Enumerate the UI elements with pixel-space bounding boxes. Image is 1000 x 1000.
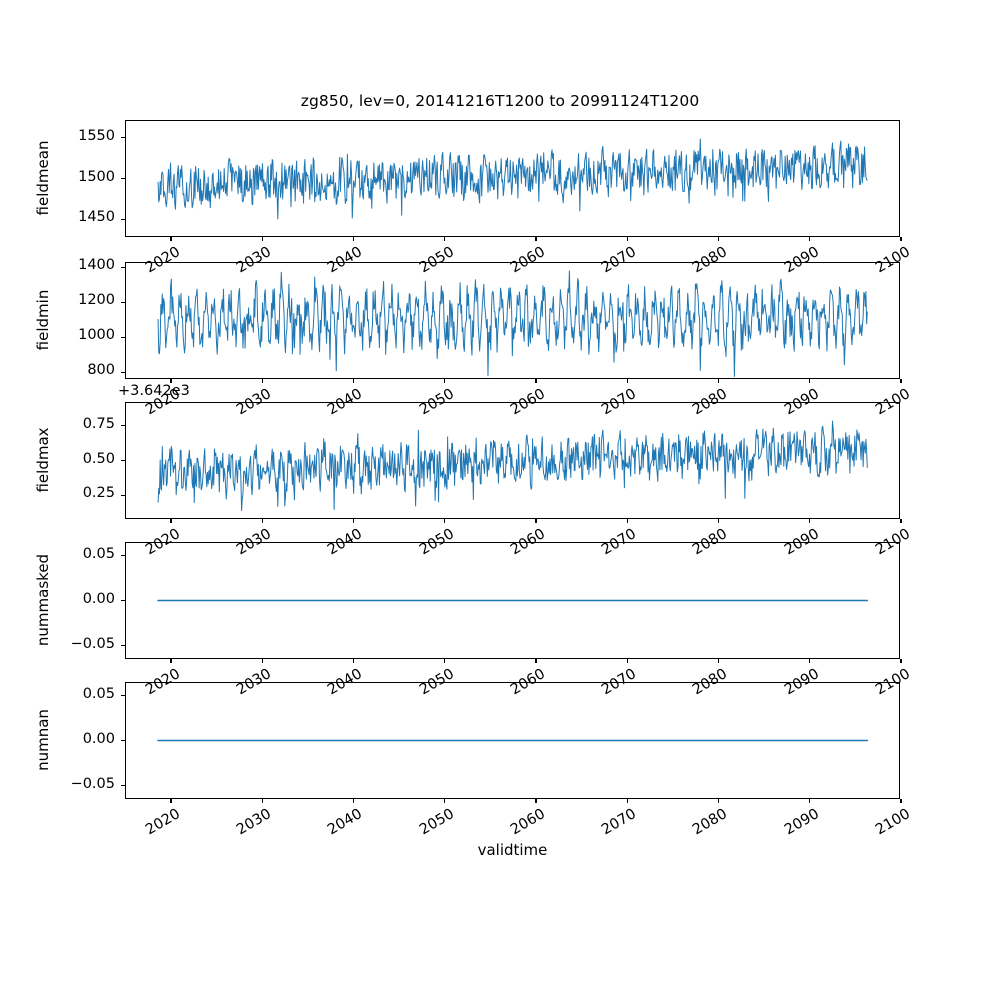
x-tick-mark	[352, 237, 355, 241]
y-tick-label: 0.05	[82, 685, 115, 702]
x-tick-mark	[170, 379, 172, 383]
x-tick-mark	[352, 659, 355, 663]
x-tick-mark	[352, 519, 355, 523]
x-tick-mark	[626, 237, 628, 241]
x-tick-mark	[444, 379, 446, 383]
x-tick-label: 2100	[872, 806, 913, 839]
x-tick-mark	[809, 519, 811, 523]
x-tick-label: 2050	[416, 806, 457, 839]
x-tick-mark	[809, 799, 811, 803]
x-tick-mark	[170, 519, 172, 523]
series-fieldmin	[158, 271, 867, 376]
x-tick-mark	[261, 659, 263, 663]
x-tick-mark	[900, 237, 902, 241]
x-tick-mark	[717, 237, 720, 241]
x-tick-mark	[444, 519, 446, 523]
x-tick-mark	[444, 237, 446, 241]
x-tick-mark	[261, 379, 263, 383]
x-tick-mark	[170, 659, 172, 663]
x-tick-mark	[717, 659, 720, 663]
subplot-fieldmax	[125, 402, 900, 519]
y-axis-label-fieldmean: fieldmean	[34, 140, 52, 215]
x-tick-mark	[535, 799, 537, 803]
subplot-nummasked	[125, 542, 900, 659]
y-tick-label: 1450	[78, 209, 115, 226]
subplot-fieldmin	[125, 262, 900, 379]
x-tick-mark	[717, 799, 720, 803]
x-tick-mark	[444, 799, 446, 803]
x-tick-mark	[535, 519, 537, 523]
y-axis-label-fieldmax: fieldmax	[34, 426, 52, 493]
y-tick-label: 1200	[78, 292, 115, 309]
x-tick-mark	[535, 237, 537, 241]
y-tick-label: 0.00	[82, 590, 115, 607]
x-tick-label: 2030	[234, 806, 275, 839]
series-fieldmax	[158, 421, 867, 510]
y-axis-label-nummasked: nummasked	[34, 553, 52, 646]
x-tick-mark	[626, 519, 628, 523]
y-tick-label: −0.05	[70, 775, 115, 792]
x-tick-mark	[900, 799, 902, 803]
y-axis-offset-text: +3.642e3	[118, 383, 190, 399]
x-tick-mark	[626, 659, 628, 663]
series-fieldmean	[158, 139, 867, 219]
x-tick-mark	[170, 237, 172, 241]
subplot-fieldmean	[125, 120, 900, 237]
x-tick-mark	[535, 379, 537, 383]
y-tick-label: 0.25	[82, 485, 115, 502]
x-tick-label: 2060	[507, 806, 548, 839]
y-axis-label-fieldmin: fieldmin	[34, 289, 52, 350]
y-tick-label: 0.00	[82, 730, 115, 747]
x-tick-mark	[261, 519, 263, 523]
x-tick-mark	[900, 379, 902, 383]
plot-area-fieldmax	[126, 403, 899, 518]
x-tick-mark	[809, 659, 811, 663]
x-tick-label: 2080	[690, 806, 731, 839]
x-tick-mark	[444, 659, 446, 663]
y-tick-label: 0.50	[82, 450, 115, 467]
x-tick-mark	[809, 237, 811, 241]
plot-area-fieldmean	[126, 121, 899, 236]
x-tick-mark	[717, 519, 720, 523]
y-tick-label: 1000	[78, 327, 115, 344]
plot-area-numnan	[126, 683, 899, 798]
x-tick-label: 2090	[781, 806, 822, 839]
y-tick-label: 0.05	[82, 545, 115, 562]
x-tick-mark	[261, 237, 263, 241]
y-axis-label-numnan: numnan	[34, 708, 52, 771]
y-tick-label: 1550	[78, 127, 115, 144]
figure-title: zg850, lev=0, 20141216T1200 to 20991124T…	[300, 92, 700, 110]
x-tick-label: 2070	[599, 806, 640, 839]
x-tick-mark	[352, 379, 355, 383]
x-axis-label: validtime	[477, 841, 548, 859]
y-tick-label: 1400	[78, 257, 115, 274]
x-tick-label: 2020	[143, 806, 183, 839]
x-tick-mark	[626, 799, 628, 803]
x-tick-mark	[626, 379, 628, 383]
x-tick-mark	[170, 799, 172, 803]
y-tick-label: 0.75	[82, 415, 115, 432]
x-tick-mark	[809, 379, 811, 383]
x-tick-mark	[900, 519, 902, 523]
x-tick-label: 2040	[325, 806, 366, 839]
x-tick-mark	[352, 799, 355, 803]
x-tick-mark	[261, 799, 263, 803]
subplot-numnan	[125, 682, 900, 799]
x-tick-mark	[717, 379, 720, 383]
plot-area-fieldmin	[126, 263, 899, 378]
x-tick-mark	[535, 659, 537, 663]
plot-area-nummasked	[126, 543, 899, 658]
y-tick-label: 1500	[78, 168, 115, 185]
y-tick-label: −0.05	[70, 635, 115, 652]
x-tick-mark	[900, 659, 902, 663]
y-tick-label: 800	[87, 362, 115, 378]
